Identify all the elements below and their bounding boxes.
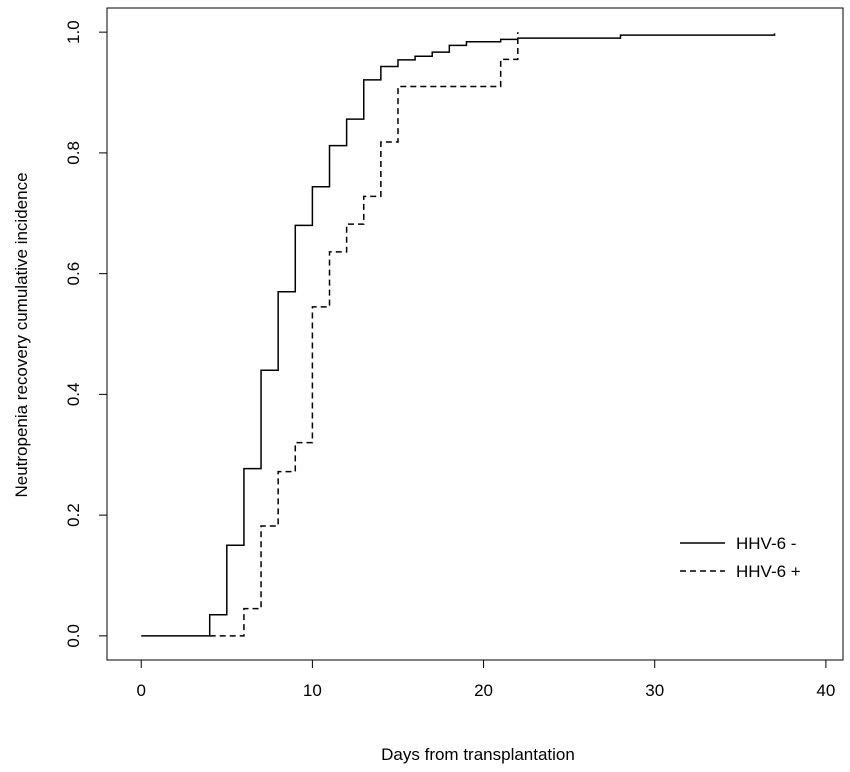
y-axis: 0.0 0.2 0.4 0.6 0.8 1.0: [64, 20, 107, 648]
x-tick-label: 20: [474, 681, 493, 700]
x-axis-title: Days from transplantation: [381, 745, 575, 764]
series-line-hhv6-positive: [209, 32, 519, 637]
x-axis: 0 10 20 30 40: [136, 660, 835, 700]
x-tick-label: 30: [645, 681, 664, 700]
y-tick-label: 0.0: [64, 624, 83, 648]
y-tick-label: 0.6: [64, 262, 83, 286]
series-layer: [141, 32, 776, 637]
y-tick-label: 0.4: [64, 383, 83, 407]
x-tick-label: 10: [303, 681, 322, 700]
y-tick-label: 0.2: [64, 503, 83, 527]
series-line-hhv6-negative: [141, 33, 776, 637]
legend-label: HHV-6 +: [736, 562, 801, 581]
x-tick-label: 40: [816, 681, 835, 700]
y-tick-label: 0.8: [64, 141, 83, 165]
x-tick-label: 0: [136, 681, 145, 700]
y-tick-label: 1.0: [64, 20, 83, 44]
y-axis-title: Neutropenia recovery cumulative incidenc…: [12, 172, 31, 497]
legend: HHV-6 - HHV-6 +: [680, 534, 801, 581]
legend-label: HHV-6 -: [736, 534, 796, 553]
plot-box: [106, 7, 844, 661]
